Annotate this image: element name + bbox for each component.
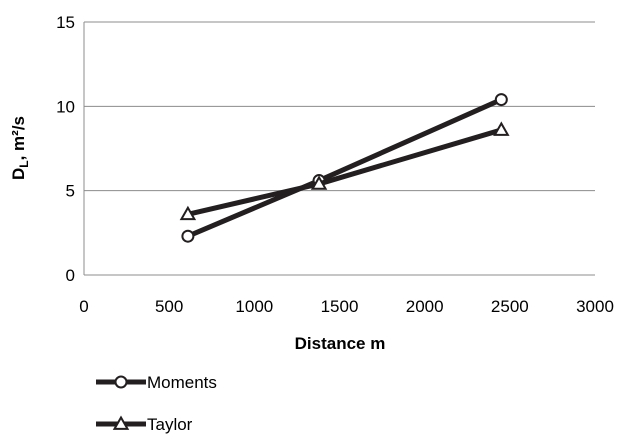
x-tick-label-1000: 1000 (235, 297, 273, 316)
y-axis-label-rest: , m²/s (9, 116, 28, 160)
legend-label-taylor: Taylor (147, 415, 193, 434)
x-axis-label: Distance m (295, 334, 386, 353)
series-taylor (179, 121, 510, 221)
x-tick-label-1500: 1500 (321, 297, 359, 316)
legend-marker-moments (114, 375, 128, 389)
x-tick-label-2500: 2500 (491, 297, 529, 316)
y-tick-label-5: 5 (66, 182, 75, 201)
series-moments (181, 93, 508, 243)
legend-item-moments: Moments (96, 373, 217, 392)
x-tick-label-2000: 2000 (406, 297, 444, 316)
y-axis-label-main: D (9, 168, 28, 180)
gridlines (84, 21, 595, 276)
x-tick-label-500: 500 (155, 297, 183, 316)
y-axis-label: DL, m²/s (9, 116, 31, 180)
series-line-moments (186, 97, 503, 239)
data-point-moments-0 (181, 229, 195, 243)
data-point-taylor-0 (179, 205, 197, 221)
legend-item-taylor: Taylor (96, 415, 193, 434)
data-point-moments-2 (494, 93, 508, 107)
data-point-taylor-1 (310, 175, 328, 190)
y-tick-label-15: 15 (56, 13, 75, 32)
series-group (179, 93, 510, 243)
legend-marker-taylor (112, 415, 130, 430)
legend: Moments Taylor (96, 373, 217, 434)
x-tick-label-0: 0 (79, 297, 88, 316)
tick-labels: 0 5 10 15 0 500 1000 1500 2000 2500 3000 (56, 13, 614, 316)
y-tick-label-10: 10 (56, 97, 75, 116)
legend-label-moments: Moments (147, 373, 217, 392)
series-line-taylor (187, 127, 503, 217)
data-point-taylor-2 (493, 121, 510, 136)
y-tick-label-0: 0 (66, 266, 75, 285)
y-axis-label-subscript: L (17, 160, 31, 167)
x-tick-label-3000: 3000 (576, 297, 614, 316)
